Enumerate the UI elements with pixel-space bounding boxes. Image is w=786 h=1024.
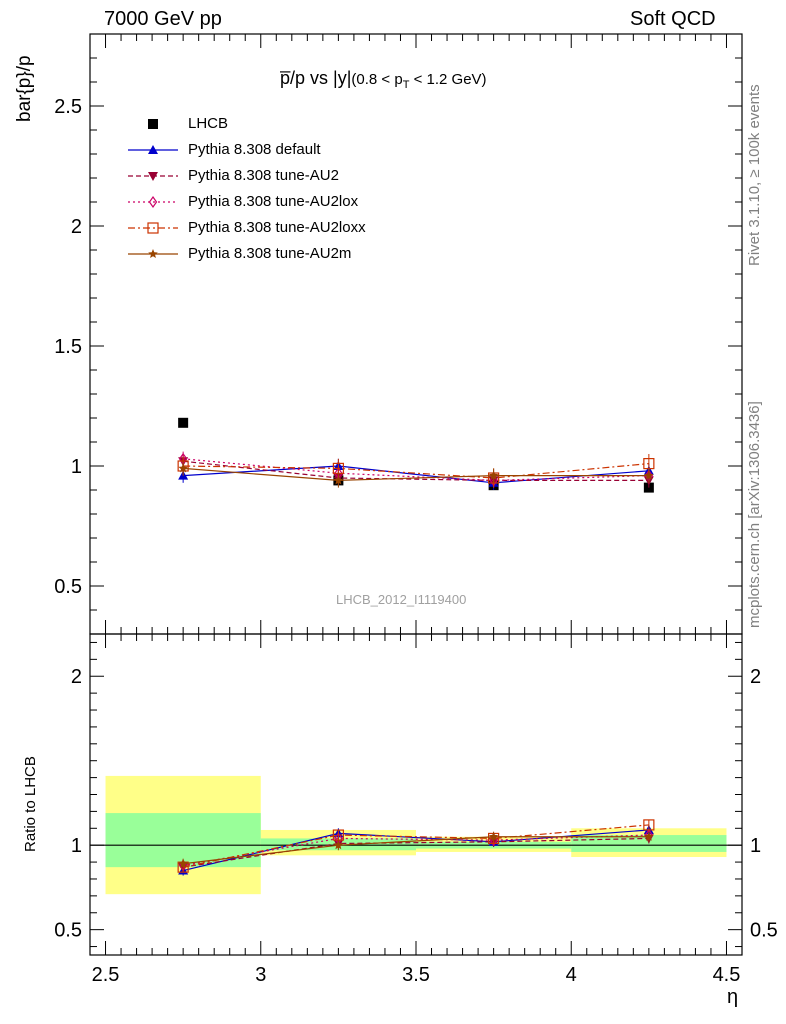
ratio-series-line-1 [183, 837, 649, 868]
ratio-y-tick-label-right: 1 [750, 835, 761, 857]
main-series-line-4 [183, 463, 649, 479]
main-y-tick-label: 1.5 [54, 336, 82, 358]
ratio-point-3-3 [643, 819, 655, 831]
x-tick-label: 3.5 [402, 964, 430, 986]
x-tick-label: 4 [566, 964, 577, 986]
ratio-y-tick-label-left: 1 [71, 835, 82, 857]
legend-label-5: Pythia 8.308 tune-AU2m [188, 245, 352, 262]
ratio-y-tick-label-left: 0.5 [54, 920, 82, 942]
ratio-point-4-1 [333, 840, 344, 850]
ratio-y-tick-label-left: 2 [71, 666, 82, 688]
ratio-point-4-0 [178, 858, 188, 868]
ratio-y-tick-label-right: 0.5 [750, 920, 778, 942]
header-left: 7000 GeV pp [104, 8, 222, 30]
main-point-5-1 [333, 475, 344, 485]
main-series-line-1 [183, 465, 649, 484]
legend-marker-2 [148, 172, 158, 181]
chart-title-main: p̅/p vs |y| [280, 68, 352, 88]
main-y-tick-label: 2 [71, 216, 82, 238]
main-series-line-5 [183, 467, 649, 482]
legend-label-3: Pythia 8.308 tune-AU2lox [188, 193, 359, 210]
ratio-point-3-1 [332, 829, 344, 841]
header-right: Soft QCD [630, 8, 716, 30]
x-axis-label: η [727, 986, 739, 1008]
x-tick-label: 2.5 [92, 964, 120, 986]
main-y-tick-label: 2.5 [54, 96, 82, 118]
legend-marker-4 [147, 222, 159, 234]
ratio-point-4-3 [644, 831, 654, 841]
legend-marker-1 [148, 145, 158, 154]
ratio-series-line-2 [183, 834, 649, 867]
legend-marker-3 [148, 195, 158, 209]
chart-title-cut-sub: T [402, 79, 410, 91]
legend-label-4: Pythia 8.308 tune-AU2loxx [188, 219, 366, 236]
ratio-series-line-4 [183, 836, 649, 865]
chart-title-cut-end: < 1.2 GeV) [409, 71, 487, 88]
main-series-line-2 [183, 460, 649, 481]
main-y-tick-label: 1 [71, 456, 82, 478]
legend-marker-0 [148, 119, 158, 129]
ratio-point-4-2 [488, 831, 499, 841]
chart-title: p̅/p vs |y|(0.8 < pT < 1.2 GeV) [280, 68, 487, 91]
main-point-0-0 [178, 417, 189, 428]
main-point-5-2 [488, 470, 499, 480]
analysis-reference: LHCB_2012_I1119400 [336, 592, 467, 607]
main-plot-frame [89, 33, 743, 635]
ratio-series-line-0 [183, 829, 649, 872]
ratio-y-tick-label-right: 2 [750, 666, 761, 688]
main-point-5-0 [178, 463, 188, 473]
legend-label-1: Pythia 8.308 default [188, 141, 321, 158]
main-point-5-3 [644, 470, 654, 480]
legend-label-2: Pythia 8.308 tune-AU2 [188, 167, 339, 184]
legend-marker-5 [148, 249, 158, 258]
x-tick-label: 4.5 [713, 964, 741, 986]
ratio-series-line-3 [183, 824, 649, 868]
legend-label-0: LHCB [188, 115, 229, 132]
x-tick-label: 3 [255, 964, 266, 986]
main-y-tick-label: 0.5 [54, 576, 82, 598]
chart-title-cut: (0.8 < p [351, 71, 403, 88]
